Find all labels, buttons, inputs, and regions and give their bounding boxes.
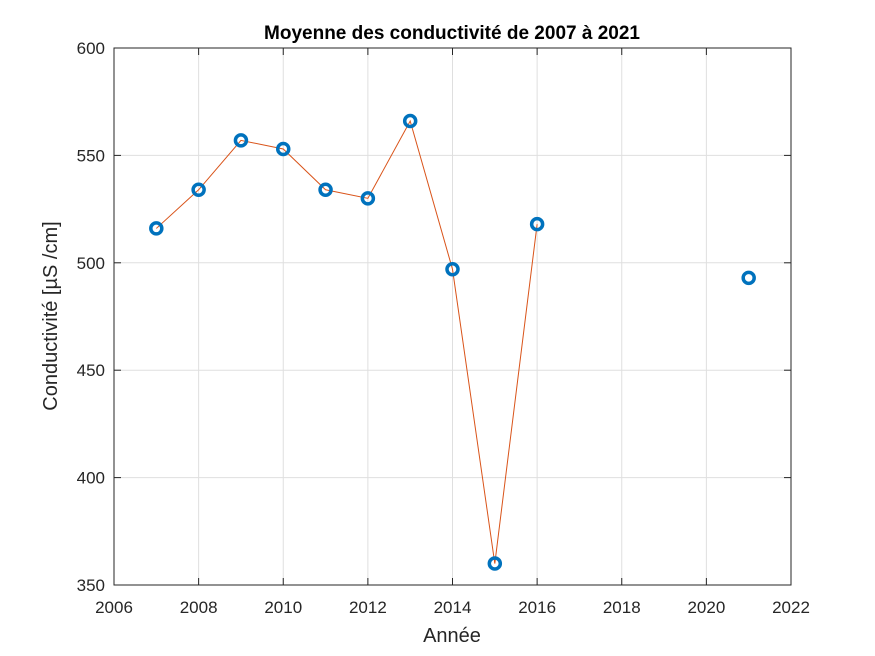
x-axis-ticks: 2006 2008 2010 2012 2014 2016 2018 2020 2022: [95, 48, 810, 617]
x-tick-label: 2020: [687, 598, 725, 617]
y-tick-label: 600: [77, 39, 105, 58]
y-tick-label: 450: [77, 361, 105, 380]
data-point-2012: [360, 191, 376, 206]
y-axis-label: Conductivité [µS /cm]: [40, 221, 62, 410]
y-tick-label: 550: [77, 146, 105, 165]
series-line: [155, 119, 538, 564]
x-tick-label: 2016: [518, 598, 556, 617]
x-tick-label: 2006: [95, 598, 133, 617]
data-point-2011: [318, 182, 333, 198]
x-tick-label: 2014: [434, 598, 472, 617]
data-point-2010: [276, 141, 291, 157]
data-point-2014: [445, 261, 460, 277]
data-markers: [149, 113, 756, 571]
y-tick-label: 500: [77, 254, 105, 273]
data-point-2021: [741, 270, 756, 286]
y-tick-label: 400: [77, 469, 105, 488]
y-axis-ticks: 350 400 450 500 550 600: [77, 39, 791, 595]
x-tick-label: 2018: [603, 598, 641, 617]
grid-lines: [113, 47, 792, 586]
data-point-2008: [191, 182, 206, 198]
x-axis-label: Année: [423, 625, 481, 647]
x-tick-label: 2008: [180, 598, 218, 617]
chart-title: Moyenne des conductivité de 2007 à 2021: [264, 23, 640, 44]
data-point-2013: [402, 113, 418, 129]
data-point-2015: [487, 556, 503, 571]
data-point-2009: [233, 133, 249, 148]
data-point-2007: [149, 221, 164, 236]
data-point-2016: [529, 216, 545, 232]
series-line-group: [155, 119, 538, 564]
x-tick-label: 2022: [772, 598, 810, 617]
y-tick-label: 350: [77, 576, 105, 595]
x-tick-label: 2012: [349, 598, 387, 617]
x-tick-label: 2010: [264, 598, 302, 617]
